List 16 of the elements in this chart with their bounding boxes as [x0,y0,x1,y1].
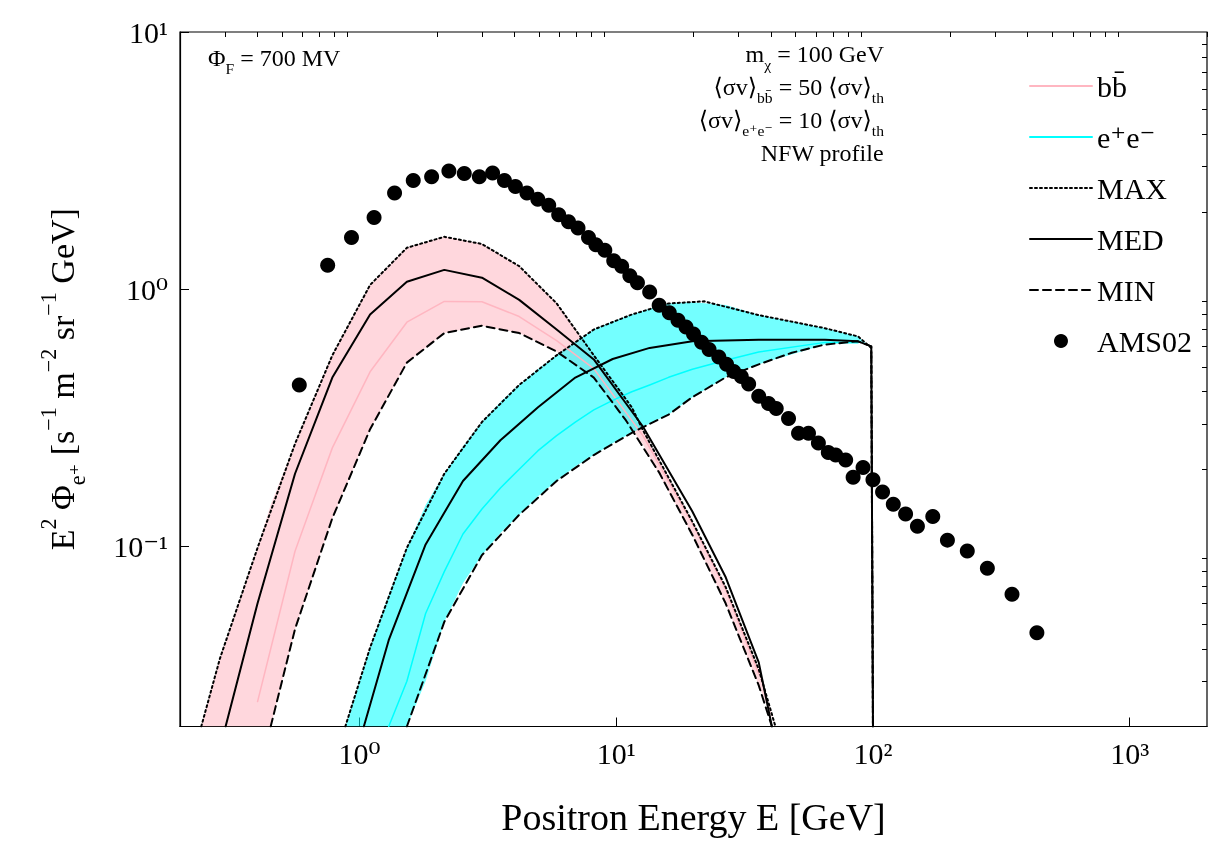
legend-label: bb̄ [1096,69,1127,103]
x-tick-label: 10⁰ [338,737,381,770]
legend-label: MAX [1096,171,1168,205]
legend-label: MED [1096,222,1164,256]
y-tick-label: 10⁰ [125,272,168,306]
text: E2 Φe⁺ [s−1 m−2 sr−1 GeV] [35,208,90,551]
x-tick-label: 10² [853,737,893,770]
legend-label: MIN [1096,273,1156,307]
legend-label: AMS02 [1096,324,1193,358]
y-tick-label: 10¹ [129,15,168,49]
y-tick-label: 10⁻¹ [113,530,168,564]
x-axis-title: Positron Energy E [GeV] [501,796,886,838]
x-tick-label: 10³ [1110,737,1150,770]
annotation: NFW profile [760,140,884,166]
x-tick-label: 10¹ [596,737,636,770]
legend-label: e⁺e⁻ [1096,120,1156,154]
